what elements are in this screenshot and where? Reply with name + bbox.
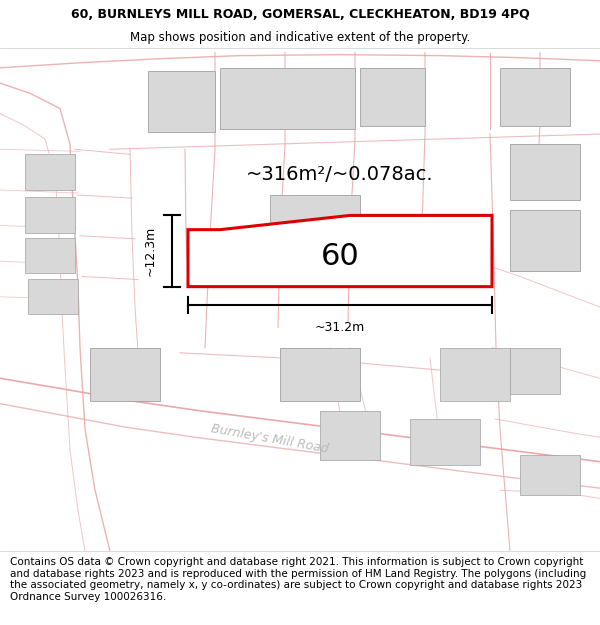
Polygon shape <box>510 144 580 200</box>
Text: ~316m²/~0.078ac.: ~316m²/~0.078ac. <box>246 165 434 184</box>
Polygon shape <box>148 71 215 132</box>
Polygon shape <box>510 348 560 394</box>
Polygon shape <box>320 411 380 459</box>
Text: 60, BURNLEYS MILL ROAD, GOMERSAL, CLECKHEATON, BD19 4PQ: 60, BURNLEYS MILL ROAD, GOMERSAL, CLECKH… <box>71 8 529 21</box>
Polygon shape <box>520 454 580 495</box>
Polygon shape <box>25 238 75 273</box>
Polygon shape <box>188 216 492 287</box>
Polygon shape <box>410 419 480 465</box>
Polygon shape <box>280 348 360 401</box>
Text: Map shows position and indicative extent of the property.: Map shows position and indicative extent… <box>130 31 470 44</box>
Polygon shape <box>25 154 75 190</box>
Polygon shape <box>25 197 75 232</box>
Polygon shape <box>90 348 160 401</box>
Polygon shape <box>270 195 360 256</box>
Polygon shape <box>500 68 570 126</box>
Polygon shape <box>360 68 425 126</box>
Text: ~31.2m: ~31.2m <box>315 321 365 334</box>
Polygon shape <box>440 348 510 401</box>
Polygon shape <box>510 211 580 271</box>
Text: 60: 60 <box>320 242 359 271</box>
Text: ~12.3m: ~12.3m <box>143 226 157 276</box>
Text: Contains OS data © Crown copyright and database right 2021. This information is : Contains OS data © Crown copyright and d… <box>10 557 586 602</box>
Polygon shape <box>28 279 78 314</box>
Text: Burnley's Mill Road: Burnley's Mill Road <box>210 422 330 456</box>
Polygon shape <box>220 68 355 129</box>
